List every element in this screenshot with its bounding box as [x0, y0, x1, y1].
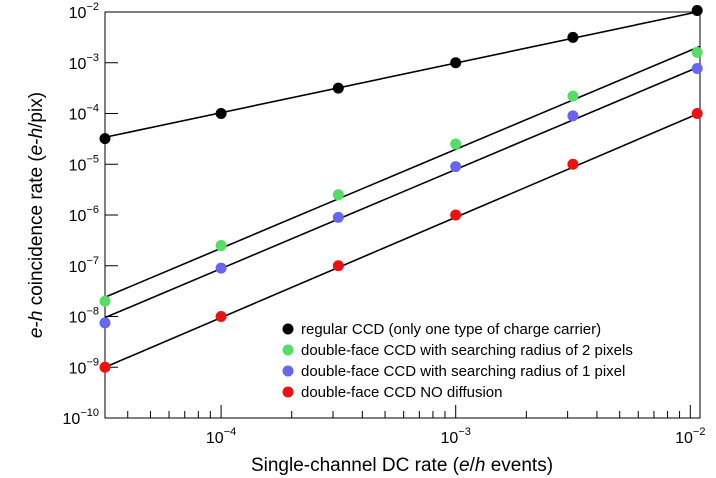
- data-point-series-3: [99, 361, 111, 373]
- data-point-series-2: [332, 211, 344, 223]
- legend-marker-radius-1: [282, 365, 294, 377]
- y-tick-label: 10−6: [69, 204, 99, 225]
- y-tick-label: 10−10: [63, 407, 99, 428]
- data-point-series-0: [691, 5, 703, 17]
- y-tick-label: 10−7: [69, 255, 99, 276]
- fit-lines: [104, 10, 701, 368]
- data-point-series-1: [332, 189, 344, 201]
- data-point-series-2: [99, 317, 111, 329]
- y-tick-label: 10−2: [69, 1, 99, 22]
- data-point-series-0: [99, 133, 111, 145]
- legend-marker-regular-ccd: [282, 323, 294, 335]
- legend-label-radius-1: double-face CCD with searching radius of…: [301, 363, 625, 380]
- data-point-series-0: [567, 31, 579, 43]
- data-point-series-3: [332, 260, 344, 272]
- legend-label-no-diffusion: double-face CCD NO diffusion: [301, 384, 503, 401]
- data-point-series-1: [450, 138, 462, 150]
- data-points: [99, 5, 703, 373]
- y-axis-label: e-h coincidence rate (e-h/pix): [26, 92, 47, 338]
- x-tick-label: 10−4: [206, 426, 236, 447]
- legend: regular CCD (only one type of charge car…: [282, 321, 633, 401]
- data-point-series-2: [691, 63, 703, 75]
- data-point-series-3: [567, 158, 579, 170]
- data-point-series-0: [450, 57, 462, 69]
- data-point-series-1: [215, 240, 227, 252]
- data-point-series-0: [215, 108, 227, 119]
- y-tick-label: 10−3: [69, 52, 99, 73]
- data-point-series-2: [567, 110, 579, 122]
- legend-marker-no-diffusion: [282, 386, 294, 398]
- data-point-series-1: [691, 46, 703, 58]
- data-point-series-2: [450, 161, 462, 173]
- fit-line-series-0: [104, 10, 701, 139]
- fit-line-series-3: [104, 112, 701, 368]
- legend-marker-radius-2: [282, 344, 294, 356]
- data-point-series-3: [450, 209, 462, 221]
- y-tick-label: 10−5: [69, 153, 99, 174]
- legend-label-regular-ccd: regular CCD (only one type of charge car…: [301, 321, 601, 338]
- data-point-series-3: [215, 311, 227, 322]
- data-point-series-1: [99, 295, 111, 307]
- y-tick-label: 10−8: [69, 306, 99, 327]
- data-point-series-2: [215, 262, 227, 274]
- data-point-series-1: [567, 90, 579, 102]
- x-tick-label: 10−3: [441, 426, 471, 447]
- data-point-series-3: [691, 108, 703, 119]
- y-tick-label: 10−4: [69, 103, 99, 124]
- y-tick-label: 10−9: [69, 356, 99, 377]
- x-axis-label: Single-channel DC rate (e/h events): [251, 455, 553, 476]
- x-tick-label: 10−2: [675, 426, 705, 447]
- fit-line-series-1: [104, 45, 701, 298]
- tick-labels: 10−4 10−3 10−2 10−10 10−9 10−8 10−7 10−6 10−5 10−…: [63, 1, 706, 447]
- fit-line-series-2: [104, 65, 701, 319]
- data-point-series-0: [332, 82, 344, 94]
- legend-label-radius-2: double-face CCD with searching radius of…: [301, 342, 633, 359]
- axis-ticks: [105, 11, 691, 419]
